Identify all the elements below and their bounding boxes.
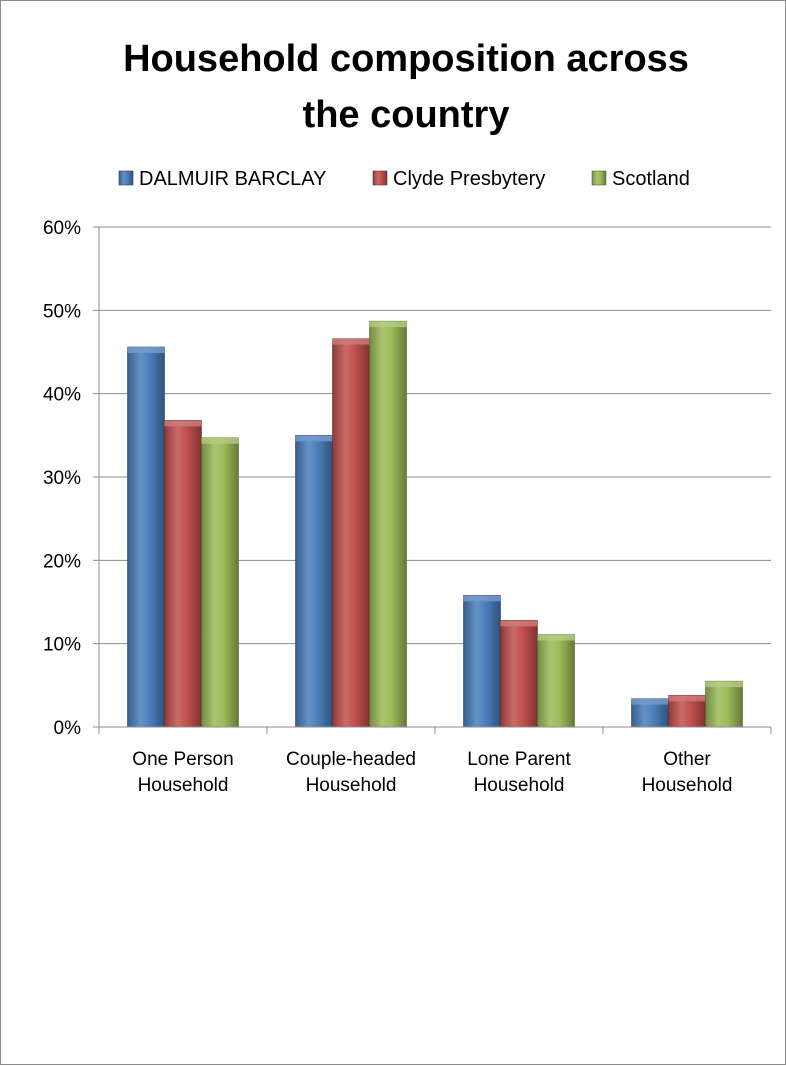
bar-dalmuir-barclay-lone-parent-household	[463, 595, 501, 728]
x-tick-label: Other	[663, 749, 711, 770]
bar-top-highlight	[332, 338, 370, 345]
x-tick-label: Household	[642, 775, 733, 796]
y-tick-label: 60%	[43, 218, 81, 239]
legend: DALMUIR BARCLAY Clyde Presbytery Scotland	[118, 168, 690, 190]
legend-label: DALMUIR BARCLAY	[139, 168, 326, 190]
x-tick-label: Lone Parent	[467, 749, 571, 770]
y-tick-label: 40%	[43, 385, 81, 406]
bar-top-highlight	[631, 698, 669, 705]
bar-dalmuir-barclay-one-person-household	[127, 346, 165, 728]
y-tick-label: 30%	[43, 468, 81, 489]
legend-label: Scotland	[612, 168, 690, 190]
bar-scotland-other-household	[705, 680, 743, 728]
x-tick-label: One Person	[132, 749, 233, 770]
x-tick-label: Household	[474, 775, 565, 796]
bar-clyde-presbytery-lone-parent-household	[500, 620, 538, 728]
x-tick-label: Household	[138, 775, 229, 796]
bar-top-highlight	[201, 437, 239, 444]
bar-top-highlight	[463, 595, 501, 602]
legend-item-clyde-presbytery: Clyde Presbytery	[372, 168, 545, 190]
bar-top-highlight	[164, 420, 202, 427]
bar-top-highlight	[369, 321, 407, 328]
legend-swatch	[372, 170, 388, 186]
y-tick-label: 50%	[43, 301, 81, 322]
y-tick-label: 0%	[54, 718, 82, 739]
legend-label: Clyde Presbytery	[393, 168, 545, 190]
bar-top-highlight	[668, 695, 706, 702]
bars	[127, 320, 743, 728]
legend-item-scotland: Scotland	[591, 168, 690, 190]
x-tick-label: Couple-headed	[286, 749, 416, 770]
bar-clyde-presbytery-couple-headed-household	[332, 338, 370, 728]
chart-title-line-1: Household composition across	[123, 38, 689, 80]
y-tick-label: 20%	[43, 551, 81, 572]
bar-top-highlight	[295, 435, 333, 442]
chart-title-line-2: the country	[303, 94, 510, 136]
legend-swatch	[591, 170, 607, 186]
y-axis: 0% 10% 20% 30% 40% 50% 60%	[43, 218, 100, 739]
bar-clyde-presbytery-one-person-household	[164, 420, 202, 728]
bar-top-highlight	[537, 634, 575, 641]
y-tick-label: 10%	[43, 635, 81, 656]
bar-top-highlight	[705, 681, 743, 688]
bar-scotland-couple-headed-household	[369, 320, 407, 728]
bar-top-highlight	[127, 347, 165, 353]
legend-item-dalmuir-barclay: DALMUIR BARCLAY	[118, 168, 326, 190]
legend-swatch	[118, 170, 134, 186]
x-axis: One Person Household Couple-headed Househol…	[98, 726, 772, 796]
bar-scotland-one-person-household	[201, 437, 239, 728]
bar-dalmuir-barclay-couple-headed-household	[295, 435, 333, 728]
bar-scotland-lone-parent-household	[537, 634, 575, 728]
bar-top-highlight	[500, 620, 538, 627]
x-tick-label: Household	[306, 775, 397, 796]
